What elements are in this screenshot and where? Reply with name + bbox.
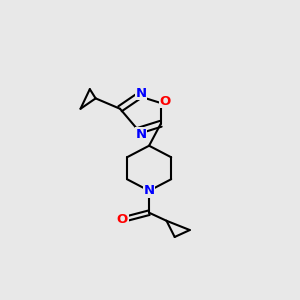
Text: N: N [143, 184, 155, 197]
Text: O: O [160, 94, 171, 108]
Text: N: N [135, 128, 146, 141]
Text: O: O [117, 213, 128, 226]
Text: N: N [135, 87, 146, 100]
